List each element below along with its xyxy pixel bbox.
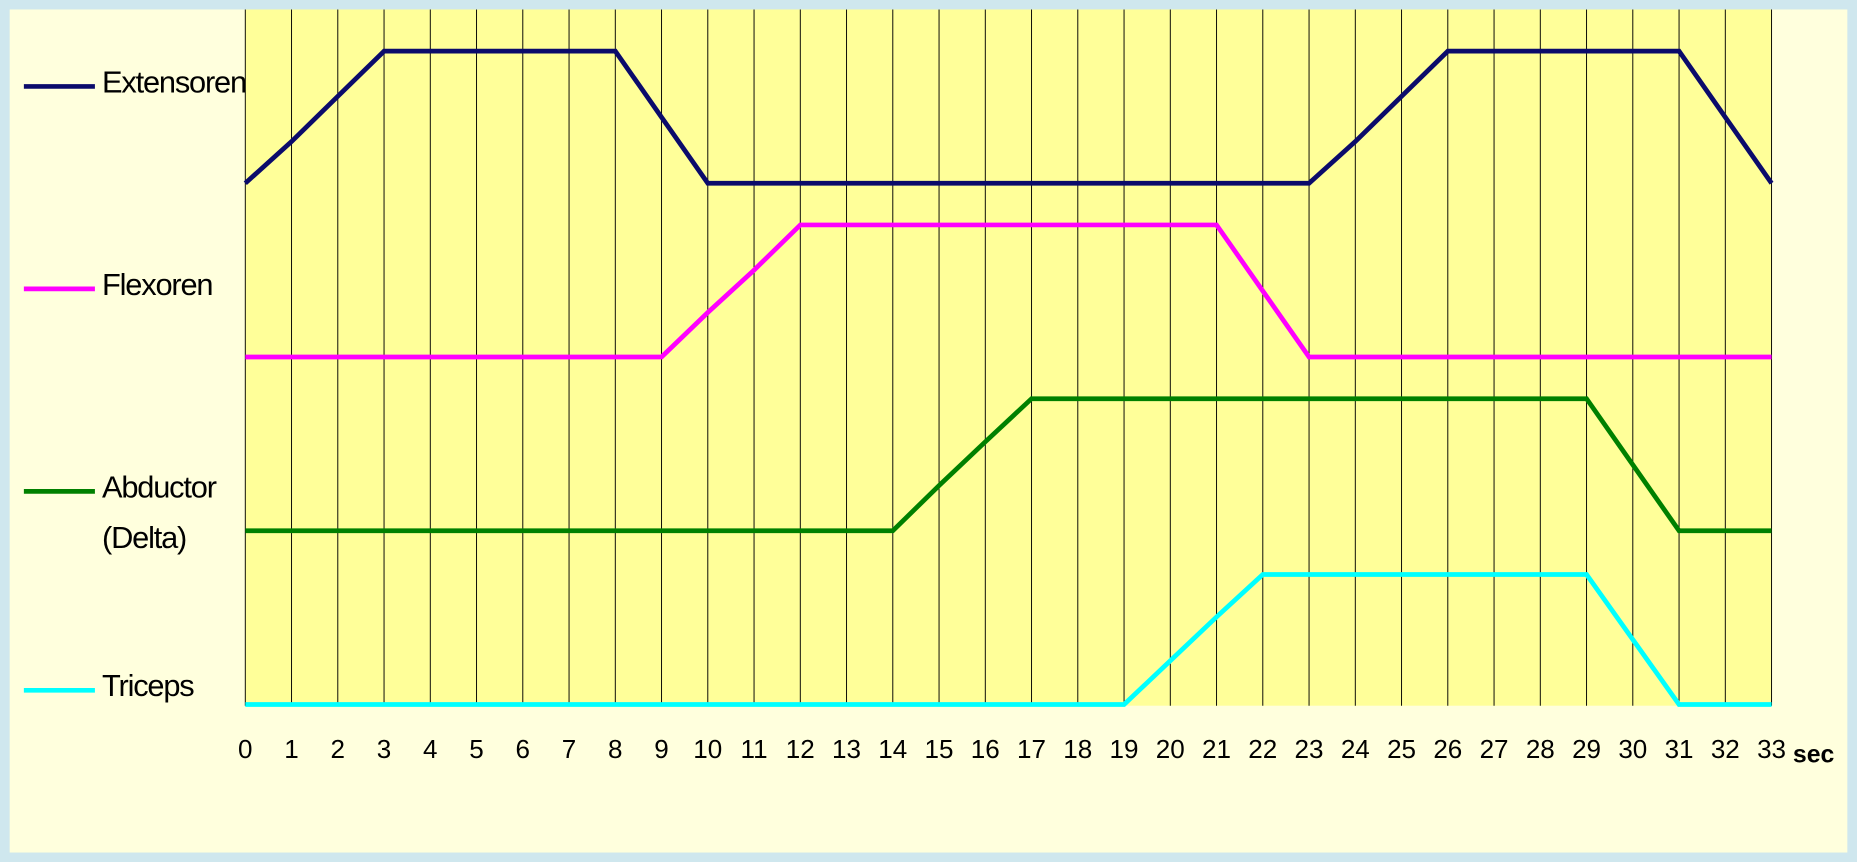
x-tick-label: 5 (469, 734, 483, 764)
x-tick-label: 27 (1480, 734, 1509, 764)
x-tick-label: 33 (1757, 734, 1786, 764)
x-tick-label: 1 (284, 734, 298, 764)
series-line (245, 222, 1772, 360)
x-tick-label: 2 (331, 734, 345, 764)
x-tick-label: 18 (1063, 734, 1092, 764)
x-tick-label: 16 (971, 734, 1000, 764)
x-tick-label: 20 (1156, 734, 1185, 764)
legend-entry: Extensoren (102, 63, 247, 100)
x-tick-label: 3 (377, 734, 391, 764)
x-tick-label: 7 (562, 734, 576, 764)
legend-label: Abductor (Delta) (102, 468, 217, 556)
x-tick-label: 11 (741, 734, 768, 764)
x-tick-label: 6 (516, 734, 530, 764)
x-tick-label: 25 (1387, 734, 1416, 764)
x-tick-label: 28 (1526, 734, 1555, 764)
series-line (245, 396, 1772, 534)
legend-entry: Abductor (Delta) (102, 468, 217, 556)
legend-label: Triceps (102, 667, 195, 704)
x-tick-label: 13 (832, 734, 861, 764)
x-tick-label: 32 (1711, 734, 1740, 764)
x-tick-label: 21 (1202, 734, 1231, 764)
x-tick-label: 29 (1572, 734, 1601, 764)
x-tick-label: 22 (1248, 734, 1277, 764)
x-tick-label: 12 (786, 734, 815, 764)
x-tick-label: 26 (1433, 734, 1462, 764)
x-tick-label: 8 (608, 734, 622, 764)
x-tick-label: 0 (238, 734, 252, 764)
x-tick-label: 17 (1017, 734, 1046, 764)
x-tick-label: 10 (693, 734, 722, 764)
series-line (245, 572, 1772, 707)
x-tick-label: 15 (925, 734, 954, 764)
legend-label: Extensoren (102, 63, 247, 100)
legend-label: Flexoren (102, 266, 213, 302)
x-tick-label: 19 (1110, 734, 1139, 764)
x-tick-label: 4 (423, 734, 437, 764)
x-tick-label: 23 (1295, 734, 1324, 764)
series-line (243, 48, 1774, 186)
x-tick-label: 31 (1665, 734, 1694, 764)
x-tick-label: 24 (1341, 734, 1370, 764)
x-tick-label: 14 (878, 734, 907, 764)
legend-entry: Flexoren (102, 266, 213, 302)
x-axis-label: sec (1793, 741, 1835, 769)
x-tick-label: 9 (654, 734, 668, 764)
x-tick-label: 30 (1618, 734, 1647, 764)
legend-entry: Triceps (102, 667, 195, 704)
